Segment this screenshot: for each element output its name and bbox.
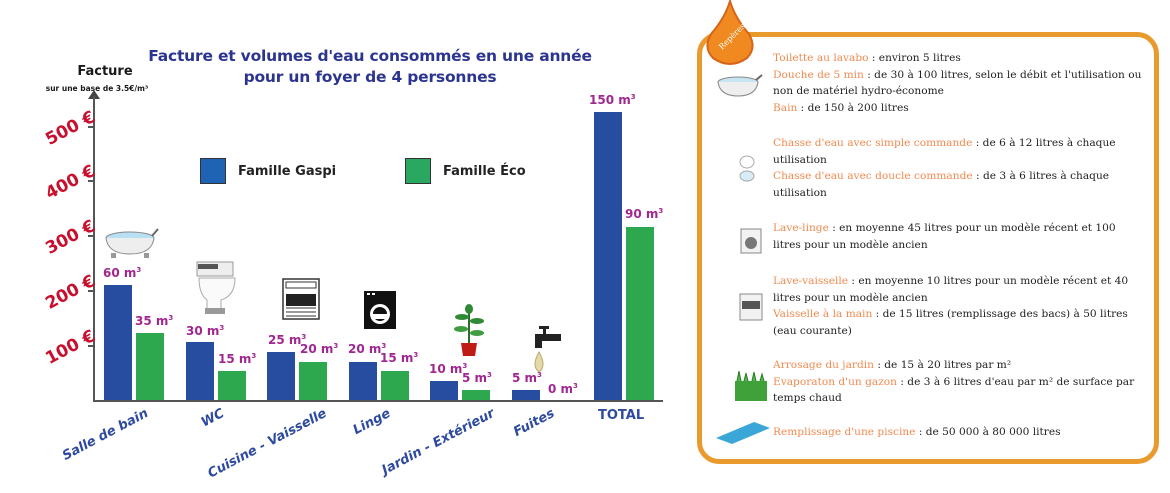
y-tick bbox=[88, 126, 94, 128]
value-label: 5 m3 bbox=[462, 371, 492, 385]
value-label: 150 m3 bbox=[589, 93, 636, 107]
legend-item-gaspi: Famille Gaspi bbox=[200, 158, 336, 184]
dripping-faucet-icon bbox=[534, 326, 561, 373]
bar-eco-wc bbox=[218, 371, 246, 400]
value-label: 15 m3 bbox=[218, 352, 257, 366]
value-label: 0 m3 bbox=[548, 382, 578, 396]
grass-icon bbox=[735, 371, 767, 401]
legend-swatch-eco bbox=[405, 158, 431, 184]
bar-eco-jardin bbox=[462, 390, 490, 400]
value-label: 25 m3 bbox=[268, 333, 307, 347]
plant-icon bbox=[454, 304, 484, 356]
y-tick bbox=[88, 180, 94, 182]
value-label: 30 m3 bbox=[186, 324, 225, 338]
water-drop-badge-icon bbox=[706, 0, 754, 65]
y-tick bbox=[88, 290, 94, 292]
y-tick-label: 400 € bbox=[42, 161, 99, 204]
y-axis-title: Facture bbox=[77, 64, 133, 79]
bar-eco-total bbox=[626, 227, 654, 400]
bar-eco-linge bbox=[381, 371, 409, 400]
value-label: 10 m3 bbox=[429, 362, 468, 376]
value-label: 20 m3 bbox=[300, 342, 339, 356]
bar-gaspi-salle-de-bain bbox=[104, 285, 132, 400]
legend-swatch-gaspi bbox=[200, 158, 226, 184]
value-label: 20 m3 bbox=[348, 342, 387, 356]
dishwasher-icon bbox=[739, 293, 763, 321]
category-label: TOTAL bbox=[598, 408, 645, 423]
water-consumption-chart: Facture et volumes d'eau consommés en un… bbox=[42, 47, 664, 481]
reference-panel bbox=[697, 32, 1159, 464]
reference-entry-laundry: Lave-linge : en moyenne 45 litres pour u… bbox=[773, 222, 1116, 251]
reference-entry-garden: Arrosage du jardin : de 15 à 20 litres p… bbox=[773, 359, 1135, 404]
y-axis bbox=[93, 96, 95, 401]
swimming-pool-icon bbox=[716, 422, 770, 444]
category-label: Linge bbox=[350, 406, 394, 439]
value-label: 15 m3 bbox=[380, 351, 419, 365]
y-tick-label: 500 € bbox=[42, 107, 99, 150]
bar-gaspi-cuisine bbox=[267, 352, 295, 400]
value-label: 35 m3 bbox=[135, 314, 174, 328]
bar-gaspi-wc bbox=[186, 342, 214, 400]
value-label: 5 m3 bbox=[512, 371, 542, 385]
legend-item-eco: Famille Éco bbox=[405, 158, 526, 184]
bar-gaspi-fuites bbox=[512, 390, 540, 400]
y-axis-subtitle: sur une base de 3.5€/m³ bbox=[45, 84, 149, 93]
bar-eco-salle-de-bain bbox=[136, 333, 164, 400]
category-label: Fuites bbox=[511, 406, 558, 440]
dishwasher-icon bbox=[282, 278, 320, 320]
reference-entry-pool: Remplissage d'une piscine : de 50 000 à … bbox=[773, 426, 1061, 438]
y-tick-label: 100 € bbox=[42, 326, 99, 369]
toilet-icon bbox=[739, 155, 755, 182]
reference-entry-toilet: Chasse d'eau avec simple commande : de 6… bbox=[773, 137, 1116, 199]
y-axis-arrow-icon bbox=[88, 90, 100, 99]
bathtub-icon bbox=[717, 74, 763, 97]
category-label: WC bbox=[198, 406, 228, 431]
bar-gaspi-jardin bbox=[430, 381, 458, 400]
reference-entry-dishes: Lave-vaisselle : en moyenne 10 litres po… bbox=[773, 275, 1129, 337]
washing-machine-icon bbox=[740, 228, 762, 254]
y-tick bbox=[88, 345, 94, 347]
y-tick-label: 200 € bbox=[42, 271, 99, 314]
reference-entry-bathroom: Toilette au lavabo : environ 5 litres Do… bbox=[773, 52, 1142, 114]
value-label: 60 m3 bbox=[103, 266, 142, 280]
bathtub-icon bbox=[105, 228, 159, 258]
y-tick bbox=[88, 235, 94, 237]
chart-title: Facture et volumes d'eau consommés en un… bbox=[148, 47, 592, 86]
category-label: Salle de bain bbox=[60, 406, 152, 464]
toilet-icon bbox=[196, 261, 236, 314]
washing-machine-icon bbox=[364, 291, 396, 329]
category-label: Jardin - Extérieur bbox=[379, 406, 498, 478]
bar-gaspi-total bbox=[594, 112, 622, 400]
bar-gaspi-linge bbox=[349, 362, 377, 400]
y-tick-label: 300 € bbox=[42, 216, 99, 259]
x-axis bbox=[93, 400, 663, 402]
value-label: 90 m3 bbox=[625, 207, 664, 221]
bar-eco-cuisine bbox=[299, 362, 327, 400]
